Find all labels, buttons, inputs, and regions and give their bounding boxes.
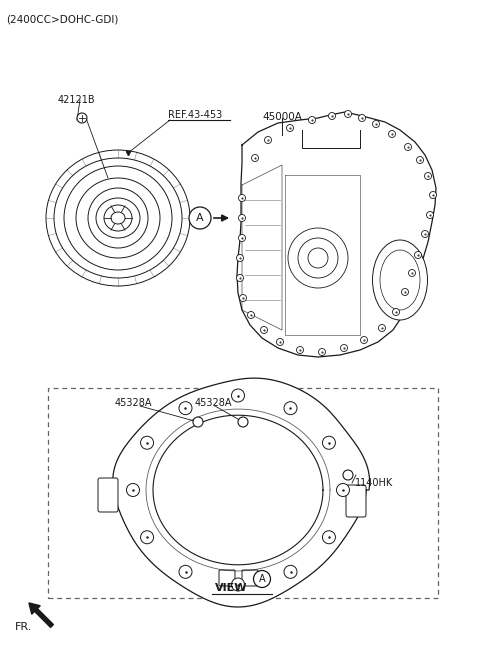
Text: VIEW: VIEW: [215, 583, 248, 593]
Circle shape: [388, 131, 396, 138]
Bar: [48, 388, 438, 598]
Text: A: A: [259, 574, 265, 584]
Circle shape: [424, 173, 432, 180]
FancyArrow shape: [29, 603, 53, 627]
Circle shape: [240, 295, 247, 302]
Circle shape: [264, 136, 272, 144]
Circle shape: [323, 436, 336, 449]
Circle shape: [239, 215, 245, 222]
Text: 45328A: 45328A: [115, 398, 153, 408]
Circle shape: [405, 144, 411, 150]
Circle shape: [284, 565, 297, 579]
Circle shape: [336, 483, 349, 497]
Circle shape: [415, 251, 421, 258]
Circle shape: [393, 308, 399, 316]
Circle shape: [231, 578, 244, 591]
Circle shape: [248, 312, 254, 319]
Circle shape: [359, 115, 365, 121]
Circle shape: [127, 483, 140, 497]
FancyBboxPatch shape: [242, 570, 258, 586]
Circle shape: [328, 112, 336, 119]
FancyBboxPatch shape: [98, 478, 118, 512]
FancyBboxPatch shape: [219, 570, 235, 586]
Circle shape: [408, 270, 416, 276]
Circle shape: [189, 207, 211, 229]
Circle shape: [343, 470, 353, 480]
Text: (2400CC>DOHC-GDI): (2400CC>DOHC-GDI): [6, 14, 119, 24]
Text: A: A: [196, 213, 204, 223]
Circle shape: [401, 289, 408, 295]
Circle shape: [237, 255, 243, 262]
Circle shape: [238, 417, 248, 427]
Circle shape: [319, 348, 325, 356]
Circle shape: [284, 401, 297, 415]
Circle shape: [417, 157, 423, 163]
Circle shape: [141, 436, 154, 449]
Circle shape: [276, 338, 284, 346]
Text: REF.43-453: REF.43-453: [168, 110, 222, 120]
Text: 42121B: 42121B: [58, 95, 96, 105]
Circle shape: [309, 117, 315, 123]
Circle shape: [430, 192, 436, 199]
FancyBboxPatch shape: [346, 485, 366, 517]
Polygon shape: [113, 378, 370, 607]
Text: 1140HK: 1140HK: [355, 478, 393, 488]
Circle shape: [179, 565, 192, 579]
Circle shape: [345, 110, 351, 117]
Circle shape: [372, 121, 380, 127]
Circle shape: [193, 417, 203, 427]
Circle shape: [360, 337, 368, 344]
Circle shape: [77, 113, 87, 123]
Text: 45328A: 45328A: [195, 398, 232, 408]
Text: FR.: FR.: [15, 622, 32, 632]
Circle shape: [252, 155, 259, 161]
Circle shape: [261, 327, 267, 333]
Circle shape: [379, 325, 385, 331]
Circle shape: [427, 211, 433, 218]
Circle shape: [141, 531, 154, 544]
Circle shape: [253, 571, 271, 588]
Ellipse shape: [372, 240, 428, 320]
Circle shape: [231, 389, 244, 402]
Circle shape: [237, 274, 243, 281]
Circle shape: [239, 194, 245, 201]
Polygon shape: [153, 415, 323, 565]
Circle shape: [239, 234, 245, 241]
Circle shape: [297, 346, 303, 354]
Circle shape: [287, 125, 293, 131]
Polygon shape: [237, 112, 436, 357]
Text: 45000A: 45000A: [262, 112, 302, 122]
Circle shape: [421, 230, 429, 237]
Polygon shape: [146, 409, 330, 571]
Circle shape: [323, 531, 336, 544]
Circle shape: [179, 401, 192, 415]
Circle shape: [340, 344, 348, 352]
